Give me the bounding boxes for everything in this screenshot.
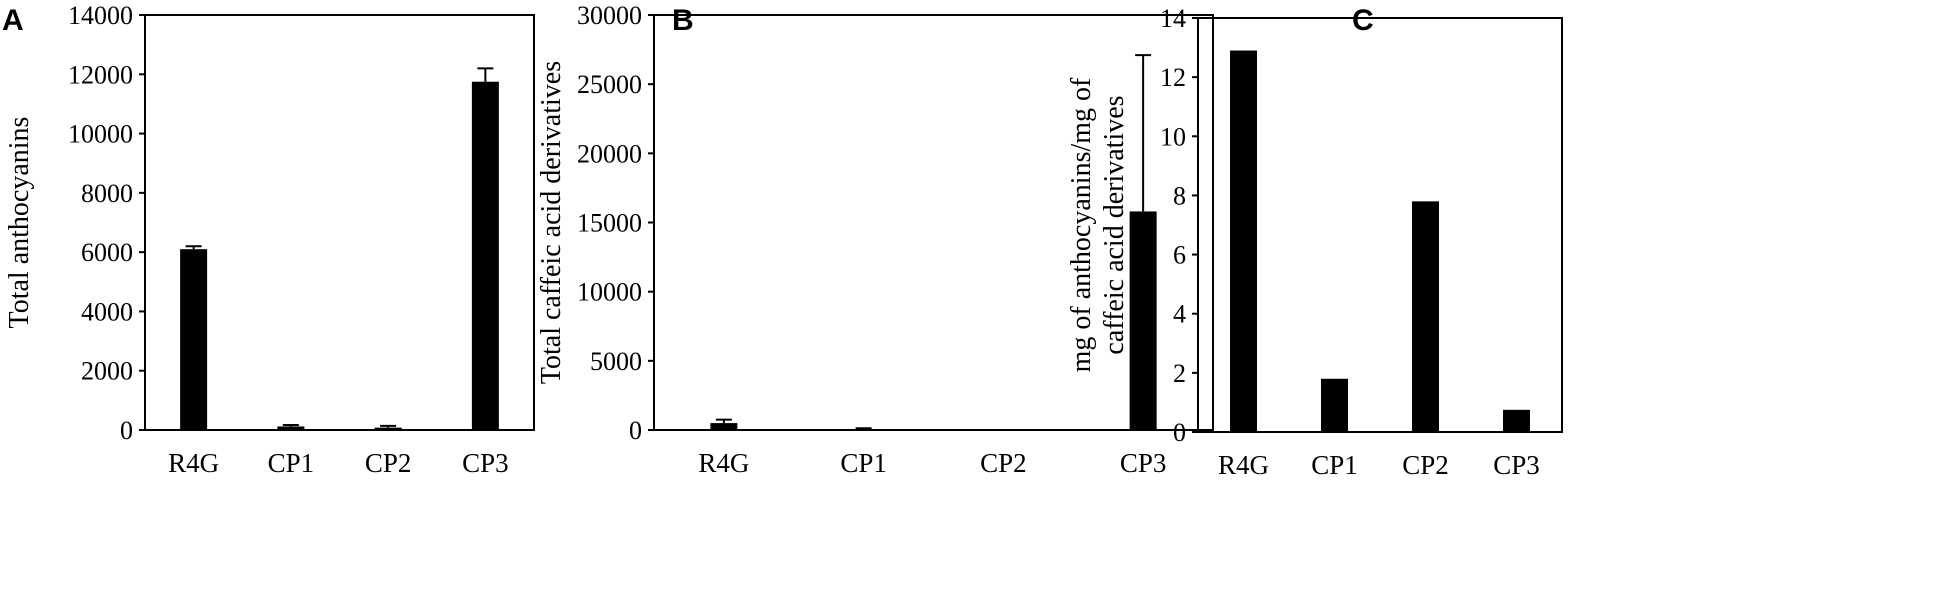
bar-cp3 [471, 81, 499, 431]
y-tick-label: 8000 [81, 179, 133, 208]
y-tick-label: 5000 [590, 347, 642, 376]
y-tick-label: 10000 [577, 278, 642, 307]
y-tick-label: 6000 [81, 238, 133, 267]
y-tick-label: 0 [120, 416, 133, 445]
bar-r4g [1230, 50, 1257, 433]
y-tick-label: 20000 [577, 139, 642, 168]
y-tick-label: 14 [1160, 4, 1186, 33]
y-tick-label: 12000 [68, 60, 133, 89]
x-category-label: R4G [1218, 450, 1269, 480]
bar-cp3 [1129, 211, 1157, 430]
y-tick-label: 2000 [81, 357, 133, 386]
panel-a: A Total anthocyanins 0 2000 4000 6000 8000 10… [2, 1, 535, 478]
panel-c-letter: C [1352, 4, 1374, 37]
x-category-label: CP1 [268, 448, 315, 478]
panel-c-y-axis-title-line-1: mg of anthocyanins/mg of [1066, 77, 1097, 372]
x-category-label: CP2 [980, 448, 1027, 478]
y-tick-label: 12 [1160, 63, 1186, 92]
panel-b: B Total caffeic acid derivatives 0 5000 10… [536, 1, 1214, 478]
panel-b-plot-area: 0 5000 10000 15000 20000 25000 30000 R4G CP1 CP2 C… [577, 1, 1214, 478]
y-tick-label: 2 [1173, 359, 1186, 388]
bar-cp2 [374, 427, 402, 430]
panel-c: C mg of anthocyanins/mg of caffeic acid … [1066, 4, 1563, 480]
x-category-label: R4G [168, 448, 219, 478]
panel-a-plot-area: 0 2000 4000 6000 8000 10000 12000 14000 R4G CP1 CP… [68, 1, 535, 478]
y-tick-label: 6 [1173, 241, 1186, 270]
x-category-label: R4G [698, 448, 749, 478]
bar-cp2 [1412, 201, 1439, 432]
y-tick-label: 8 [1173, 181, 1186, 210]
panel-b-letter: B [672, 4, 694, 37]
bar-cp3 [1503, 409, 1530, 432]
x-category-label: CP3 [1493, 450, 1540, 480]
plot-frame [144, 14, 535, 431]
panel-b-y-axis-title: Total caffeic acid derivatives [536, 61, 567, 384]
x-category-label: CP3 [1120, 448, 1167, 478]
y-tick-label: 0 [1173, 418, 1186, 447]
y-tick-label: 4000 [81, 297, 133, 326]
y-tick-label: 0 [629, 416, 642, 445]
bar-cp1 [1321, 378, 1348, 432]
panel-a-y-axis-title: Total anthocyanins [4, 117, 35, 329]
y-tick-label: 10000 [68, 120, 133, 149]
y-tick-label: 15000 [577, 209, 642, 238]
bar-r4g [180, 249, 208, 430]
bar-cp1 [277, 426, 305, 430]
y-tick-label: 30000 [577, 1, 642, 30]
y-tick-label: 4 [1173, 300, 1186, 329]
panel-a-letter: A [2, 4, 24, 37]
panel-c-y-axis-title-line-2: caffeic acid derivatives [1099, 95, 1130, 354]
panel-c-plot-area: 0 2 4 6 8 10 12 14 R4G CP1 CP2 CP3 [1160, 4, 1563, 480]
x-category-label: CP2 [365, 448, 412, 478]
plot-frame [1197, 17, 1563, 433]
y-tick-label: 10 [1160, 122, 1186, 151]
x-category-label: CP2 [1402, 450, 1449, 480]
x-category-label: CP3 [462, 448, 509, 478]
y-tick-label: 14000 [68, 1, 133, 30]
x-category-label: CP1 [1311, 450, 1358, 480]
y-tick-label: 25000 [577, 70, 642, 99]
x-category-label: CP1 [840, 448, 887, 478]
bar-r4g [710, 423, 738, 430]
bar-cp1 [850, 429, 878, 430]
